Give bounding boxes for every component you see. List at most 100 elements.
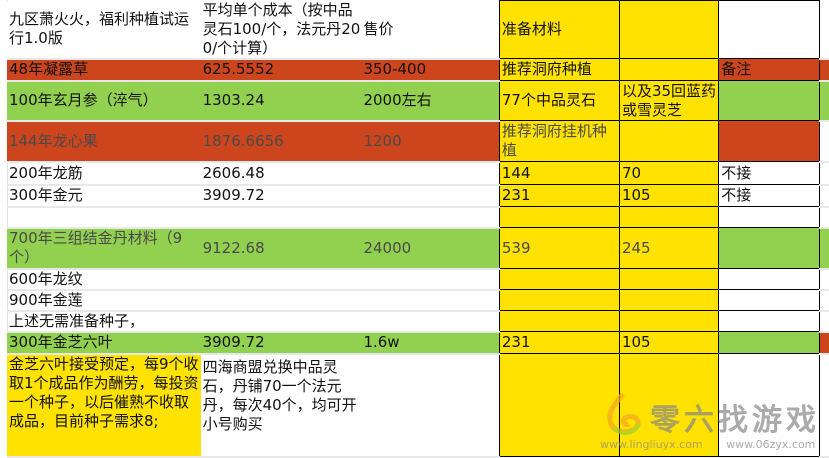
cell-note[interactable] bbox=[718, 206, 820, 228]
cell-price[interactable]: 24000 bbox=[361, 227, 500, 270]
cell-empty[interactable] bbox=[498, 353, 620, 457]
cell-mat1[interactable] bbox=[498, 289, 620, 311]
cell-partial[interactable] bbox=[819, 161, 829, 186]
cell-note[interactable]: 不接 bbox=[718, 161, 820, 185]
cell-mat2[interactable] bbox=[618, 289, 720, 311]
cell-price[interactable]: 1.6w bbox=[361, 331, 500, 355]
cell-partial[interactable] bbox=[819, 80, 829, 122]
cell-partial[interactable] bbox=[819, 331, 829, 355]
cell-note[interactable] bbox=[718, 120, 820, 162]
cell-materials-header[interactable]: 准备材料 bbox=[498, 0, 620, 59]
cell-mat2[interactable]: 105 bbox=[618, 331, 720, 354]
cell-mat2[interactable] bbox=[618, 58, 720, 81]
cell-partial[interactable] bbox=[819, 58, 829, 82]
cell-mat1[interactable] bbox=[498, 310, 620, 332]
cell-empty[interactable] bbox=[718, 0, 820, 59]
cell-cost[interactable] bbox=[200, 268, 362, 291]
cell-title[interactable]: 九区萧火火，福利种植试运行1.0版 bbox=[7, 0, 201, 60]
cell-partial[interactable] bbox=[819, 227, 829, 270]
cell-mat2[interactable]: 245 bbox=[618, 227, 720, 269]
cell-price[interactable]: 350-400 bbox=[361, 58, 500, 82]
watermark-url-2: www.06zyx.com bbox=[726, 438, 816, 451]
cell-name[interactable] bbox=[7, 206, 201, 229]
cell-price[interactable] bbox=[361, 161, 500, 186]
cell-note[interactable] bbox=[718, 227, 820, 269]
cell-name[interactable]: 48年凝露草 bbox=[7, 58, 201, 82]
cell-exchange-note[interactable]: 四海商盟兑换中品灵石，丹铺70一个法元丹，每次40个，均可开小号购买 bbox=[200, 353, 362, 458]
cell-price[interactable] bbox=[361, 310, 500, 333]
cell-partial[interactable] bbox=[819, 120, 829, 163]
cell-name[interactable]: 600年龙纹 bbox=[7, 268, 201, 291]
cell-mat1[interactable]: 77个中品灵石 bbox=[498, 80, 620, 121]
cell-cost[interactable]: 3909.72 bbox=[200, 331, 362, 355]
flame-logo-icon bbox=[607, 392, 641, 435]
cell-note[interactable] bbox=[718, 310, 820, 332]
cell-mat2[interactable]: 以及35回蓝药或雪灵芝 bbox=[618, 80, 720, 121]
cell-name[interactable]: 144年龙心果 bbox=[7, 120, 201, 163]
cell-mat1[interactable]: 231 bbox=[498, 331, 620, 354]
cell-note[interactable] bbox=[718, 289, 820, 311]
cell-name[interactable]: 100年玄月参（淬气） bbox=[7, 80, 201, 122]
cell-cost[interactable]: 625.5552 bbox=[200, 58, 362, 82]
cell-cost[interactable] bbox=[200, 310, 362, 333]
table-row: 200年龙筋 2606.48 144 70 不接 bbox=[7, 161, 829, 186]
cell-partial[interactable] bbox=[819, 184, 829, 208]
cell-empty[interactable] bbox=[618, 353, 720, 457]
cell-partial[interactable] bbox=[819, 289, 829, 312]
cell-price-header[interactable]: 售价 bbox=[361, 0, 500, 60]
cell-empty[interactable] bbox=[718, 353, 820, 457]
table-row: 上述无需准备种子， bbox=[7, 310, 829, 333]
cell-mat1[interactable] bbox=[498, 268, 620, 290]
cell-note[interactable]: 不接 bbox=[718, 184, 820, 207]
cell-cost[interactable]: 2606.48 bbox=[200, 161, 362, 186]
cell-name[interactable]: 上述无需准备种子， bbox=[7, 310, 201, 333]
cell-cost[interactable]: 9122.68 bbox=[200, 227, 362, 270]
cell-price[interactable] bbox=[361, 268, 500, 291]
cell-partial[interactable] bbox=[819, 268, 829, 291]
cell-empty[interactable] bbox=[361, 353, 500, 458]
cell-mat1[interactable] bbox=[498, 206, 620, 228]
cell-name[interactable]: 200年龙筋 bbox=[7, 161, 201, 186]
cell-mat1[interactable]: 推荐洞府种植 bbox=[498, 58, 620, 81]
cell-name[interactable]: 300年金芝六叶 bbox=[7, 331, 201, 355]
cell-mat2[interactable] bbox=[618, 206, 720, 228]
cell-price[interactable]: 1200 bbox=[361, 120, 500, 163]
cell-cost[interactable] bbox=[200, 289, 362, 312]
cell-avg-cost-header[interactable]: 平均单个成本（按中品灵石100/个，法元丹200/个计算） bbox=[200, 0, 362, 60]
cell-mat1[interactable]: 144 bbox=[498, 161, 620, 185]
cell-mat1[interactable]: 539 bbox=[498, 227, 620, 269]
cell-partial[interactable] bbox=[819, 353, 829, 458]
cell-note[interactable] bbox=[718, 331, 820, 354]
cell-mat1[interactable]: 推荐洞府挂机种植 bbox=[498, 120, 620, 162]
header-row: 九区萧火火，福利种植试运行1.0版 平均单个成本（按中品灵石100/个，法元丹2… bbox=[7, 0, 829, 60]
cell-price[interactable] bbox=[361, 289, 500, 312]
cell-note[interactable] bbox=[718, 80, 820, 121]
cell-mat2[interactable] bbox=[618, 120, 720, 162]
cell-cost[interactable]: 1303.24 bbox=[200, 80, 362, 122]
cell-cost[interactable] bbox=[200, 206, 362, 229]
cell-mat2[interactable] bbox=[618, 268, 720, 290]
cell-mat2[interactable] bbox=[618, 310, 720, 332]
cell-note[interactable] bbox=[718, 268, 820, 290]
cell-name[interactable]: 700年三组结金丹材料（9个） bbox=[7, 227, 201, 270]
cell-price[interactable] bbox=[361, 184, 500, 208]
cell-empty[interactable] bbox=[618, 0, 720, 59]
cell-partial[interactable] bbox=[819, 310, 829, 333]
table-row: 48年凝露草 625.5552 350-400 推荐洞府种植 备注 bbox=[7, 58, 829, 82]
table-row: 700年三组结金丹材料（9个） 9122.68 24000 539 245 bbox=[7, 227, 829, 270]
cell-name[interactable]: 300年金元 bbox=[7, 184, 201, 208]
cell-price[interactable] bbox=[361, 206, 500, 229]
cell-mat2[interactable]: 70 bbox=[618, 161, 720, 185]
table-row: 300年金芝六叶 3909.72 1.6w 231 105 bbox=[7, 331, 829, 355]
table-row: 300年金元 3909.72 231 105 不接 bbox=[7, 184, 829, 208]
cell-price[interactable]: 2000左右 bbox=[361, 80, 500, 122]
cell-mat1[interactable]: 231 bbox=[498, 184, 620, 207]
cell-note[interactable]: 备注 bbox=[718, 58, 820, 81]
cell-mat2[interactable]: 105 bbox=[618, 184, 720, 207]
cell-preorder-note[interactable]: 金芝六叶接受预定，每9个收取1个成品作为酬劳，每投资一个种子，以后催熟不收取成品… bbox=[7, 353, 201, 458]
cell-cost[interactable]: 3909.72 bbox=[200, 184, 362, 208]
cell-cost[interactable]: 1876.6656 bbox=[200, 120, 362, 163]
cell-partial[interactable] bbox=[819, 206, 829, 229]
cell-partial[interactable] bbox=[819, 0, 829, 60]
cell-name[interactable]: 900年金莲 bbox=[7, 289, 201, 312]
